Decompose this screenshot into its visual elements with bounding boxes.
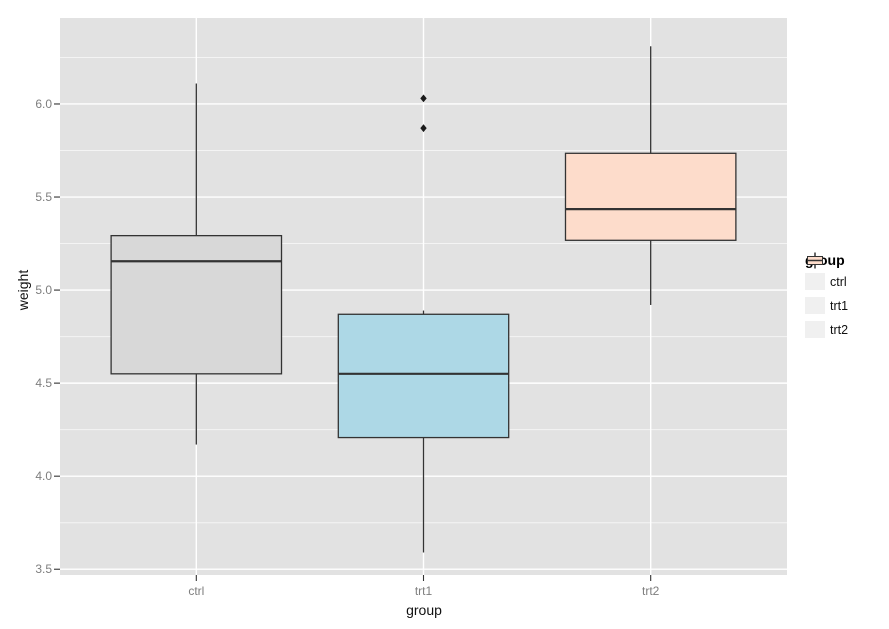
- legend-entry-trt2: trt2: [805, 252, 849, 338]
- legend-label: ctrl: [830, 274, 847, 289]
- x-tick-label-trt1: trt1: [414, 584, 433, 598]
- outlier-point-trt1: [420, 94, 427, 103]
- y-tick-label: 3.5: [35, 562, 52, 577]
- x-tick-label-ctrl: ctrl: [188, 584, 205, 598]
- y-axis-title: weight: [15, 269, 31, 311]
- legend-entry-trt1: trt1: [805, 252, 849, 314]
- box-trt2: [564, 152, 737, 241]
- y-tick-label: 5.5: [35, 190, 52, 205]
- y-axis-labels: 3.5 4.0 4.5 5.0 5.5 6.0: [0, 0, 52, 629]
- legend-entry-ctrl: ctrl: [805, 252, 848, 290]
- x-tick-label-trt2: trt2: [642, 584, 660, 598]
- box-trt1: [337, 313, 510, 439]
- legend: group ctrl trt1: [805, 252, 848, 345]
- outlier-point-trt1: [420, 124, 427, 133]
- box-ctrl: [110, 234, 283, 375]
- boxplot-key-icon: [805, 252, 825, 338]
- y-tick-label: 5.0: [35, 283, 52, 298]
- y-tick-label: 4.0: [35, 469, 52, 484]
- boxplot-key-icon: [805, 252, 825, 314]
- legend-label: trt2: [830, 322, 849, 337]
- boxplot-key-icon: [805, 252, 825, 290]
- x-axis-title: group: [406, 602, 442, 618]
- y-tick-label: 4.5: [35, 376, 52, 391]
- y-tick-label: 6.0: [35, 96, 52, 111]
- legend-label: trt1: [830, 298, 849, 313]
